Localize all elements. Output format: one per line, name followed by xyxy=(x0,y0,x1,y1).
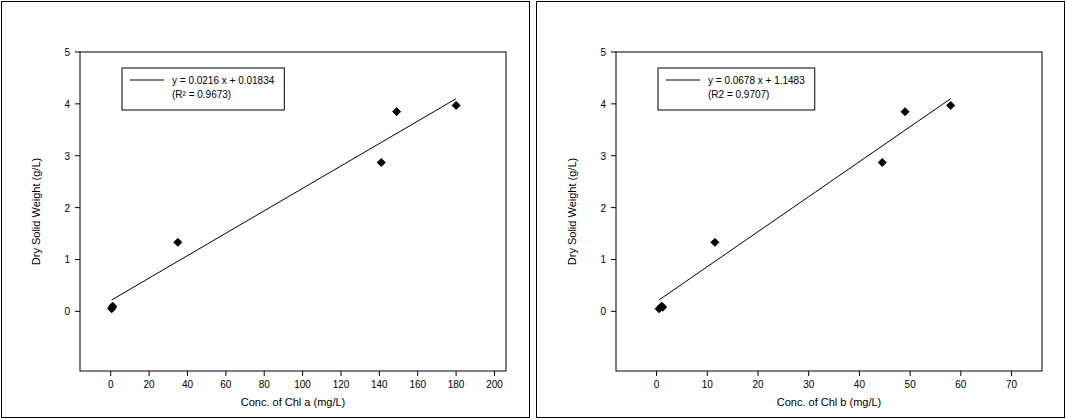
annotation: (R² = 0.9673) xyxy=(172,89,231,100)
x-tick xyxy=(707,371,708,376)
y-tick xyxy=(611,103,616,104)
y-tick xyxy=(75,103,80,104)
plot-marks xyxy=(655,99,955,313)
data-point xyxy=(174,238,182,246)
legend-label: y = 0.0678 x + 1.1483 xyxy=(708,75,805,86)
x-tick xyxy=(859,371,860,376)
y-tick-label: 0 xyxy=(64,306,70,317)
x-tick xyxy=(302,371,303,376)
plot-frame xyxy=(80,52,506,371)
x-tick xyxy=(960,371,961,376)
y-tick xyxy=(75,155,80,156)
y-tick-label: 3 xyxy=(64,151,70,162)
panel-border xyxy=(537,2,1065,418)
chart-panel: 0 10 20 30 40 50 60 70 0 1 2 3 4 5 Conc. of Chl b (mg/… xyxy=(537,2,1065,418)
fit-line xyxy=(659,99,951,300)
x-tick xyxy=(494,371,495,376)
y-tick xyxy=(75,207,80,208)
x-tick xyxy=(264,371,265,376)
data-point xyxy=(947,101,955,109)
x-tick-label: 60 xyxy=(220,379,232,390)
y-axis-label: Dry Solid Weight (g/L) xyxy=(566,158,578,265)
panel-border xyxy=(2,2,530,418)
y-tick-label: 3 xyxy=(600,151,606,162)
y-tick-label: 1 xyxy=(64,254,70,265)
y-tick xyxy=(611,311,616,312)
data-point xyxy=(711,238,719,246)
data-point xyxy=(878,158,886,166)
background xyxy=(0,0,1066,419)
y-tick-label: 5 xyxy=(64,47,70,58)
x-tick-label: 60 xyxy=(955,379,967,390)
y-tick-label: 0 xyxy=(600,306,606,317)
y-tick-label: 4 xyxy=(600,99,606,110)
y-tick xyxy=(611,155,616,156)
x-tick xyxy=(187,371,188,376)
legend: y = 0.0216 x + 0.01834 (R² = 0.9673) xyxy=(122,68,284,110)
annotation: (R2 = 0.9707) xyxy=(708,89,769,100)
legend-line xyxy=(666,80,700,81)
y-tick xyxy=(75,311,80,312)
x-tick-label: 70 xyxy=(1006,379,1018,390)
y-tick xyxy=(75,259,80,260)
x-tick xyxy=(340,371,341,376)
figure: 020406080100120140160180200012345Conc. o… xyxy=(0,0,1066,419)
x-tick-label: 40 xyxy=(854,379,866,390)
legend: y = 0.0678 x + 1.1483 (R2 = 0.9707) xyxy=(658,68,815,110)
chart-panel: 0 20 40 60 80 100 120 140 160 180 200 0 1 2 3 4 5 Conc. o… xyxy=(2,2,530,418)
x-tick xyxy=(110,371,111,376)
x-tick-label: 100 xyxy=(294,379,311,390)
fit-line xyxy=(112,99,456,300)
legend-label: y = 0.0216 x + 0.01834 xyxy=(172,75,275,86)
data-point xyxy=(108,304,116,312)
data-point xyxy=(393,108,401,116)
y-tick-label: 1 xyxy=(600,254,606,265)
data-point xyxy=(452,101,460,109)
plot-frame xyxy=(616,52,1042,371)
legend-line xyxy=(130,80,164,81)
x-tick xyxy=(225,371,226,376)
y-tick-label: 4 xyxy=(64,99,70,110)
y-tick-label: 2 xyxy=(600,203,606,214)
x-tick xyxy=(379,371,380,376)
data-point xyxy=(659,303,667,311)
y-tick xyxy=(611,207,616,208)
x-tick-label: 180 xyxy=(448,379,465,390)
y-axis-label: Dry Solid Weight (g/L) xyxy=(30,158,42,265)
x-tick-label: 120 xyxy=(333,379,350,390)
x-tick-label: 50 xyxy=(905,379,917,390)
x-tick-label: 80 xyxy=(259,379,271,390)
x-tick xyxy=(910,371,911,376)
legend-box xyxy=(122,68,284,110)
x-axis-label: Conc. of Chl b (mg/L) xyxy=(777,396,882,408)
y-tick xyxy=(611,259,616,260)
plot-marks xyxy=(108,99,460,313)
x-tick-label: 40 xyxy=(182,379,194,390)
y-tick xyxy=(75,52,80,53)
x-tick-label: 30 xyxy=(803,379,815,390)
x-tick-label: 140 xyxy=(371,379,388,390)
x-tick xyxy=(656,371,657,376)
x-tick-label: 160 xyxy=(409,379,426,390)
x-tick-label: 20 xyxy=(144,379,156,390)
y-tick-label: 5 xyxy=(600,47,606,58)
x-tick xyxy=(1011,371,1012,376)
x-tick-label: 10 xyxy=(702,379,714,390)
x-tick xyxy=(149,371,150,376)
x-tick-label: 200 xyxy=(486,379,503,390)
x-tick-label: 20 xyxy=(752,379,764,390)
data-point xyxy=(377,158,385,166)
x-tick xyxy=(758,371,759,376)
x-tick xyxy=(456,371,457,376)
data-point xyxy=(901,108,909,116)
x-tick-label: 0 xyxy=(108,379,114,390)
y-tick-label: 2 xyxy=(64,203,70,214)
x-axis-label: Conc. of Chl a (mg/L) xyxy=(241,396,346,408)
x-tick xyxy=(808,371,809,376)
legend-box xyxy=(658,68,815,110)
x-tick xyxy=(417,371,418,376)
x-tick-label: 0 xyxy=(654,379,660,390)
y-tick xyxy=(611,52,616,53)
